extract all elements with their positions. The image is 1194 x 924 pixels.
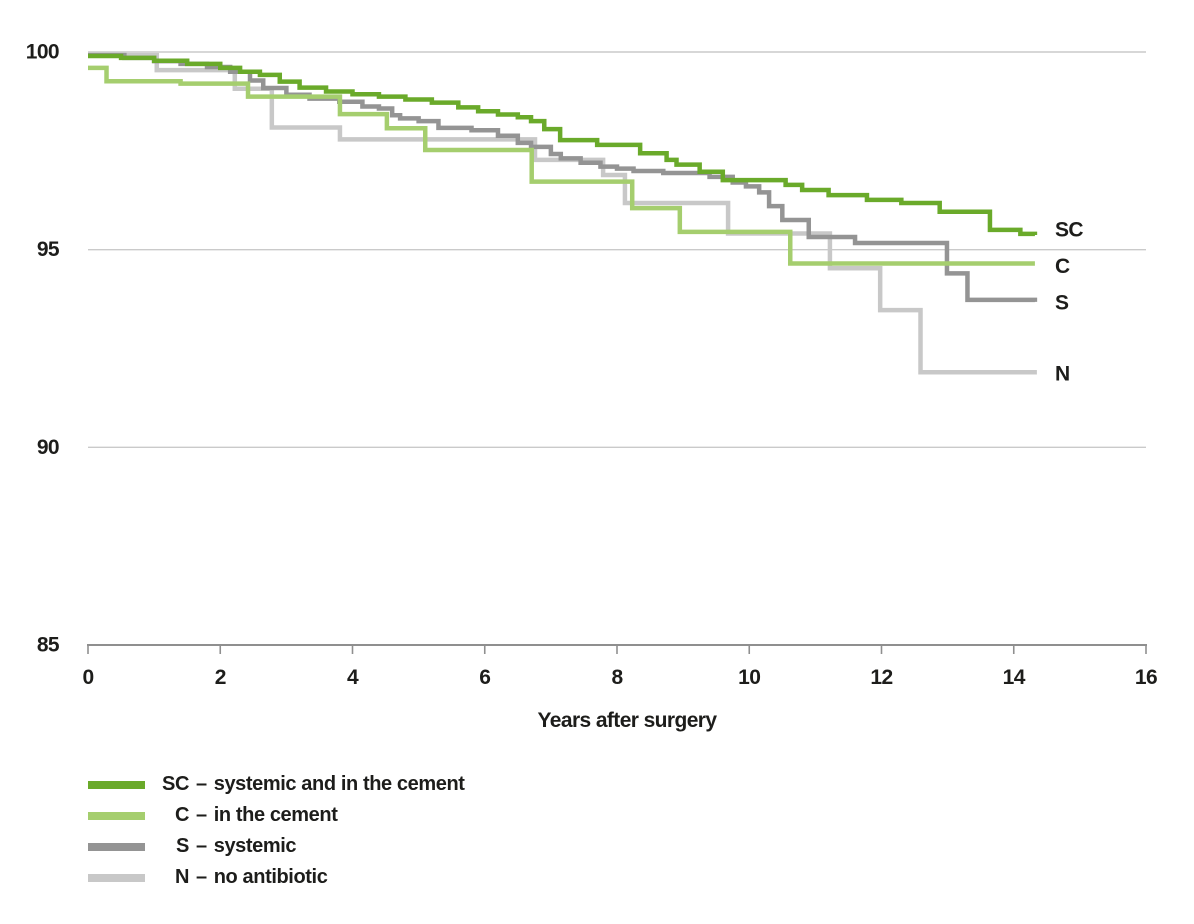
x-tick-label-10: 10 — [738, 666, 760, 689]
end-label-s: S — [1055, 291, 1069, 314]
series-line-c — [88, 65, 1035, 266]
legend-code-n: N — [174, 866, 189, 888]
legend-item-n: N – no antibiotic — [88, 862, 465, 893]
legend-separator: – — [196, 773, 207, 795]
legend-item-s: S – systemic — [88, 831, 465, 862]
legend-label-n: no antibiotic — [213, 866, 328, 888]
series-end-labels: SC CS N — [1055, 219, 1084, 386]
legend-code-s: S — [176, 835, 189, 857]
x-tick-label-16: 16 — [1135, 666, 1157, 689]
legend: SC – systemic and in the cement C – in t… — [88, 769, 465, 893]
y-axis-labels: 100 95 90 85 — [26, 41, 61, 657]
x-tick-label-8: 8 — [611, 666, 623, 689]
y-tick-label-85: 85 — [37, 634, 60, 657]
y-tick-label-100: 100 — [26, 41, 59, 64]
legend-label-s: systemic — [213, 835, 297, 857]
x-axis: 0 2 4 6 8 10 12 14 16 — [82, 644, 1158, 689]
x-tick-label-0: 0 — [82, 666, 93, 689]
end-label-sc: SC — [1055, 219, 1083, 242]
legend-swatch-s-icon — [88, 842, 145, 851]
legend-separator: – — [196, 866, 207, 888]
y-tick-label-95: 95 — [37, 238, 60, 261]
series-line-n — [88, 52, 1037, 375]
legend-item-sc: SC – systemic and in the cement — [88, 769, 465, 800]
x-tick-label-12: 12 — [870, 666, 892, 689]
end-label-n: N — [1055, 363, 1070, 386]
legend-swatch-sc-icon — [88, 780, 145, 789]
x-tick-label-4: 4 — [347, 666, 359, 689]
y-tick-label-90: 90 — [37, 436, 59, 459]
legend-separator: – — [196, 804, 207, 826]
legend-item-c: C – in the cement — [88, 800, 465, 831]
gridlines — [88, 51, 1146, 449]
legend-swatch-c-icon — [88, 811, 145, 820]
x-tick-label-2: 2 — [215, 666, 226, 689]
legend-swatch-n-icon — [88, 873, 145, 882]
series-lines — [88, 52, 1038, 375]
x-tick-label-6: 6 — [479, 666, 490, 689]
legend-label-sc: systemic and in the cement — [213, 773, 465, 795]
legend-code-c: C — [174, 804, 189, 826]
legend-code-sc: SC — [162, 773, 189, 795]
x-tick-label-14: 14 — [1003, 666, 1026, 689]
series-line-s — [88, 52, 1038, 303]
end-label-c: C — [1055, 255, 1070, 278]
legend-separator: – — [196, 835, 207, 857]
series-line-sc — [88, 53, 1038, 237]
legend-label-c: in the cement — [213, 804, 338, 826]
x-axis-title: Years after surgery — [538, 709, 718, 732]
